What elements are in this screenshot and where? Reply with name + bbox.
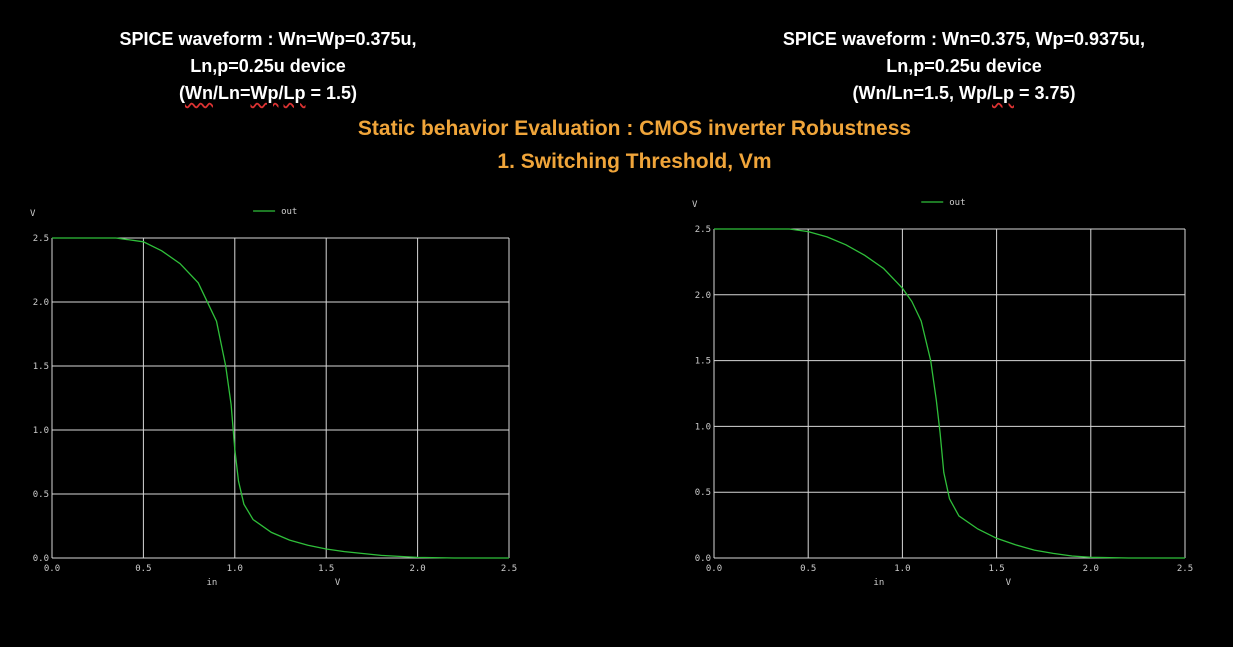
left-caption-wn: Wn <box>184 83 213 103</box>
right-chart-y-tick-label: 0.5 <box>695 488 711 498</box>
right-chart-x-tick-label: 0.5 <box>800 564 816 574</box>
right-chart-x-unit-label: V <box>1006 578 1012 588</box>
right-caption-line-1: SPICE waveform : Wn=0.375, Wp=0.9375u, <box>782 29 1146 49</box>
right-chart-x-tick-label: 2.0 <box>1083 564 1099 574</box>
left-chart-y-tick-label: 0.5 <box>33 490 49 500</box>
left-chart-x-tick-label: 2.5 <box>501 564 517 574</box>
right-chart-y-tick-label: 1.0 <box>695 422 711 432</box>
left-caption-line-2: Ln,p=0.25u device <box>190 56 346 76</box>
left-chart-x-tick-label: 1.0 <box>227 564 243 574</box>
right-caption-line-3: (Wn/Ln=1.5, Wp/Lp = 3.75) <box>754 80 1174 107</box>
left-caption-slash: / <box>278 83 284 103</box>
right-caption-b: = 3.75) <box>1013 83 1076 103</box>
left-caption-line-3: (Wn/Ln=Wp/Lp = 1.5) <box>58 80 478 107</box>
left-chart-y-tick-label: 1.0 <box>33 426 49 436</box>
left-chart-x-tick-label: 0.5 <box>135 564 151 574</box>
left-chart-series-line-out <box>52 237 509 559</box>
left-chart-y-tick-label: 2.5 <box>33 234 49 244</box>
right-chart-y-unit-label: V <box>692 200 698 210</box>
left-caption-open: ( <box>178 83 185 103</box>
right-chart-x-tick-label: 0.0 <box>706 564 722 574</box>
right-caption-line-2: Ln,p=0.25u device <box>886 56 1042 76</box>
right-caption-lp: Lp <box>991 83 1014 103</box>
left-chart-y-unit-label: V <box>30 209 36 219</box>
right-chart-y-tick-label: 0.0 <box>695 554 711 564</box>
left-chart-legend-label: out <box>281 207 297 217</box>
left-caption-mid: /Ln= <box>212 83 251 103</box>
right-chart-y-tick-label: 2.5 <box>695 225 711 235</box>
left-caption-wp: Wp <box>250 83 279 103</box>
right-caption-a: (Wn/Ln=1.5, Wp/ <box>852 83 992 103</box>
left-chart-x-unit-label: V <box>335 578 341 588</box>
right-chart-y-tick-label: 2.0 <box>695 291 711 301</box>
right-chart-x-tick-label: 2.5 <box>1177 564 1193 574</box>
left-chart-y-tick-label: 1.5 <box>33 362 49 372</box>
slide-subheadline: 1. Switching Threshold, Vm <box>497 150 772 173</box>
right-chart-series-line-out <box>714 228 1185 559</box>
left-chart-x-tick-label: 2.0 <box>409 564 425 574</box>
slide-headline: Static behavior Evaluation : CMOS invert… <box>357 117 912 140</box>
right-chart-legend-label: out <box>949 198 965 208</box>
right-chart-caption: SPICE waveform : Wn=0.375, Wp=0.9375u, L… <box>754 26 1174 107</box>
left-caption-line-1: SPICE waveform : Wn=Wp=0.375u, <box>119 29 417 49</box>
left-chart-y-tick-label: 0.0 <box>33 554 49 564</box>
left-chart-x-tick-label: 1.5 <box>318 564 334 574</box>
right-chart-x-tick-label: 1.0 <box>894 564 910 574</box>
left-caption-end: = 1.5) <box>305 83 358 103</box>
left-chart-caption: SPICE waveform : Wn=Wp=0.375u, Ln,p=0.25… <box>58 26 478 107</box>
left-chart-x-tick-label: 0.0 <box>44 564 60 574</box>
left-chart-y-tick-label: 2.0 <box>33 298 49 308</box>
left-caption-lp: Lp <box>283 83 306 103</box>
left-chart-x-axis-label: in <box>207 578 218 588</box>
right-chart-y-tick-label: 1.5 <box>695 357 711 367</box>
right-chart-x-axis-label: in <box>873 578 884 588</box>
right-chart-x-tick-label: 1.5 <box>988 564 1004 574</box>
